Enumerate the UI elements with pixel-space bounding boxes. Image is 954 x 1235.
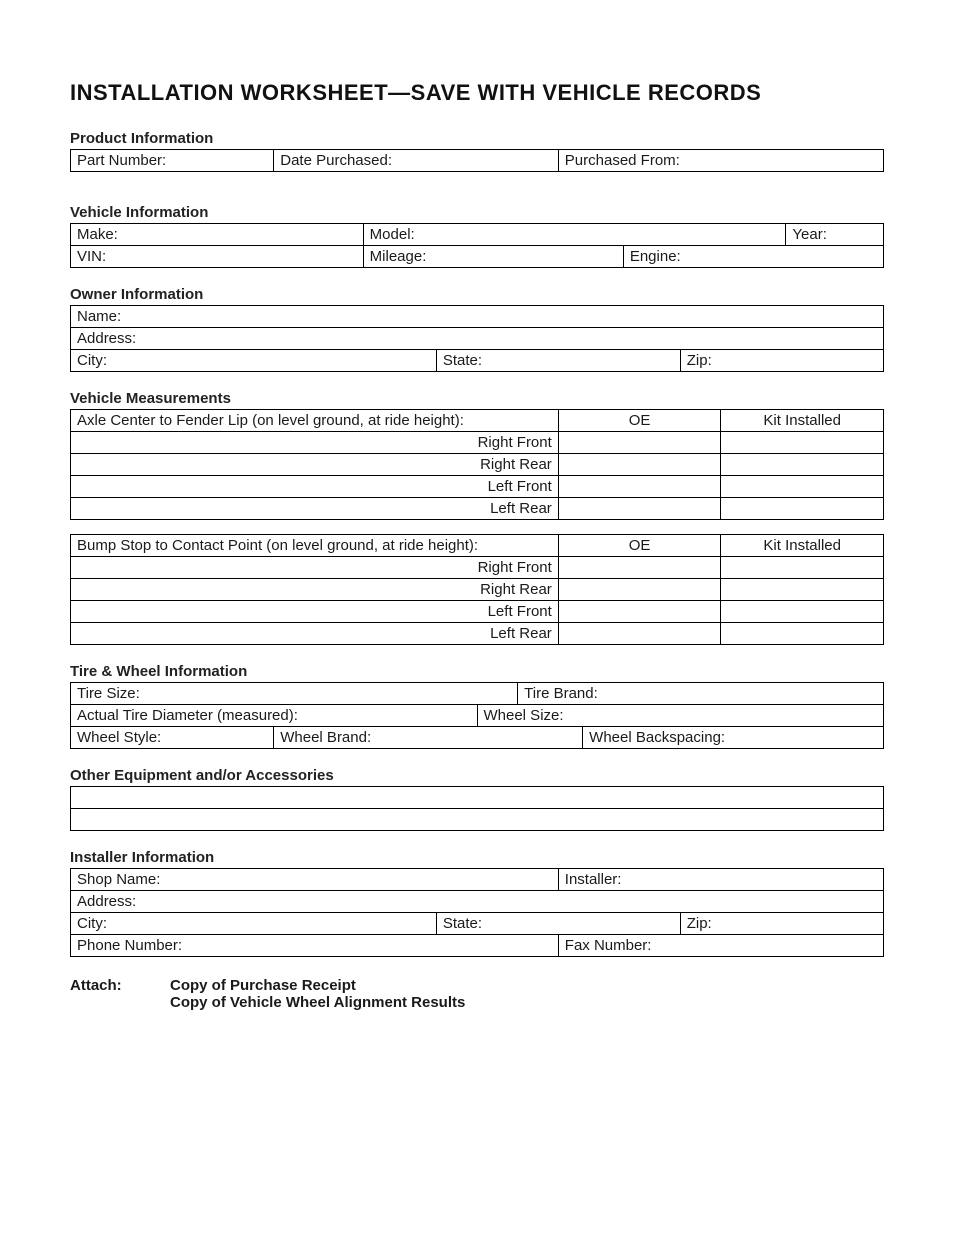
meas1-row-label: Right Rear [71,454,559,476]
attach-body: Copy of Purchase Receipt Copy of Vehicle… [170,977,465,1011]
field-installer-state[interactable]: State: [436,913,680,935]
field-installer[interactable]: Installer: [558,869,883,891]
vehicle-table: Make: Model: Year: VIN: Mileage: Engine: [70,223,884,268]
meas2-oe-0[interactable] [558,557,721,579]
field-model[interactable]: Model: [363,224,786,246]
meas2-kit-2[interactable] [721,601,884,623]
attach-line-1: Copy of Purchase Receipt [170,977,465,994]
field-wheel-style[interactable]: Wheel Style: [71,727,274,749]
meas1-oe-2[interactable] [558,476,721,498]
installer-table: Shop Name: Installer: Address: City: Sta… [70,868,884,957]
meas1-row-label: Right Front [71,432,559,454]
meas2-kit-1[interactable] [721,579,884,601]
field-owner-state[interactable]: State: [436,350,680,372]
field-actual-diameter[interactable]: Actual Tire Diameter (measured): [71,705,478,727]
meas2-kit-0[interactable] [721,557,884,579]
measurements-table-2: Bump Stop to Contact Point (on level gro… [70,534,884,645]
attach-line-2: Copy of Vehicle Wheel Alignment Results [170,994,465,1011]
field-owner-zip[interactable]: Zip: [680,350,883,372]
field-owner-city[interactable]: City: [71,350,437,372]
meas2-header: Bump Stop to Contact Point (on level gro… [71,535,559,557]
field-mileage[interactable]: Mileage: [363,246,623,268]
meas2-oe-2[interactable] [558,601,721,623]
meas1-oe-3[interactable] [558,498,721,520]
meas1-header: Axle Center to Fender Lip (on level grou… [71,410,559,432]
field-wheel-backspacing[interactable]: Wheel Backspacing: [583,727,884,749]
field-installer-address[interactable]: Address: [71,891,884,913]
field-engine[interactable]: Engine: [623,246,883,268]
field-wheel-brand[interactable]: Wheel Brand: [274,727,583,749]
section-title-tire-wheel: Tire & Wheel Information [70,663,884,680]
meas1-oe-0[interactable] [558,432,721,454]
measurements-table-1: Axle Center to Fender Lip (on level grou… [70,409,884,520]
section-title-measurements: Vehicle Measurements [70,390,884,407]
field-shop-name[interactable]: Shop Name: [71,869,559,891]
meas2-row-label: Left Front [71,601,559,623]
field-date-purchased[interactable]: Date Purchased: [274,150,559,172]
field-tire-brand[interactable]: Tire Brand: [518,683,884,705]
section-title-vehicle: Vehicle Information [70,204,884,221]
meas2-col-oe: OE [558,535,721,557]
page: INSTALLATION WORKSHEET—SAVE WITH VEHICLE… [0,0,954,1071]
product-table: Part Number: Date Purchased: Purchased F… [70,149,884,172]
meas1-row-label: Left Rear [71,498,559,520]
section-title-other: Other Equipment and/or Accessories [70,767,884,784]
meas2-col-kit: Kit Installed [721,535,884,557]
meas2-row-label: Left Rear [71,623,559,645]
page-title: INSTALLATION WORKSHEET—SAVE WITH VEHICLE… [70,80,884,106]
meas1-kit-2[interactable] [721,476,884,498]
meas2-oe-3[interactable] [558,623,721,645]
meas1-col-oe: OE [558,410,721,432]
field-wheel-size[interactable]: Wheel Size: [477,705,884,727]
other-line-1[interactable] [71,787,884,809]
field-tire-size[interactable]: Tire Size: [71,683,518,705]
other-table [70,786,884,831]
field-installer-city[interactable]: City: [71,913,437,935]
tire-wheel-table: Tire Size: Tire Brand: Actual Tire Diame… [70,682,884,749]
field-part-number[interactable]: Part Number: [71,150,274,172]
section-title-owner: Owner Information [70,286,884,303]
meas1-kit-0[interactable] [721,432,884,454]
field-purchased-from[interactable]: Purchased From: [558,150,883,172]
meas2-oe-1[interactable] [558,579,721,601]
field-owner-address[interactable]: Address: [71,328,884,350]
other-line-2[interactable] [71,809,884,831]
meas1-kit-3[interactable] [721,498,884,520]
meas1-col-kit: Kit Installed [721,410,884,432]
field-year[interactable]: Year: [786,224,884,246]
field-vin[interactable]: VIN: [71,246,364,268]
meas2-kit-3[interactable] [721,623,884,645]
field-installer-zip[interactable]: Zip: [680,913,883,935]
field-owner-name[interactable]: Name: [71,306,884,328]
meas2-row-label: Right Rear [71,579,559,601]
field-phone[interactable]: Phone Number: [71,935,559,957]
meas1-kit-1[interactable] [721,454,884,476]
section-title-installer: Installer Information [70,849,884,866]
attach-section: Attach: Copy of Purchase Receipt Copy of… [70,977,884,1011]
meas1-oe-1[interactable] [558,454,721,476]
attach-label: Attach: [70,977,170,1011]
meas2-row-label: Right Front [71,557,559,579]
section-title-product: Product Information [70,130,884,147]
field-fax[interactable]: Fax Number: [558,935,883,957]
meas1-row-label: Left Front [71,476,559,498]
field-make[interactable]: Make: [71,224,364,246]
owner-table: Name: Address: City: State: Zip: [70,305,884,372]
